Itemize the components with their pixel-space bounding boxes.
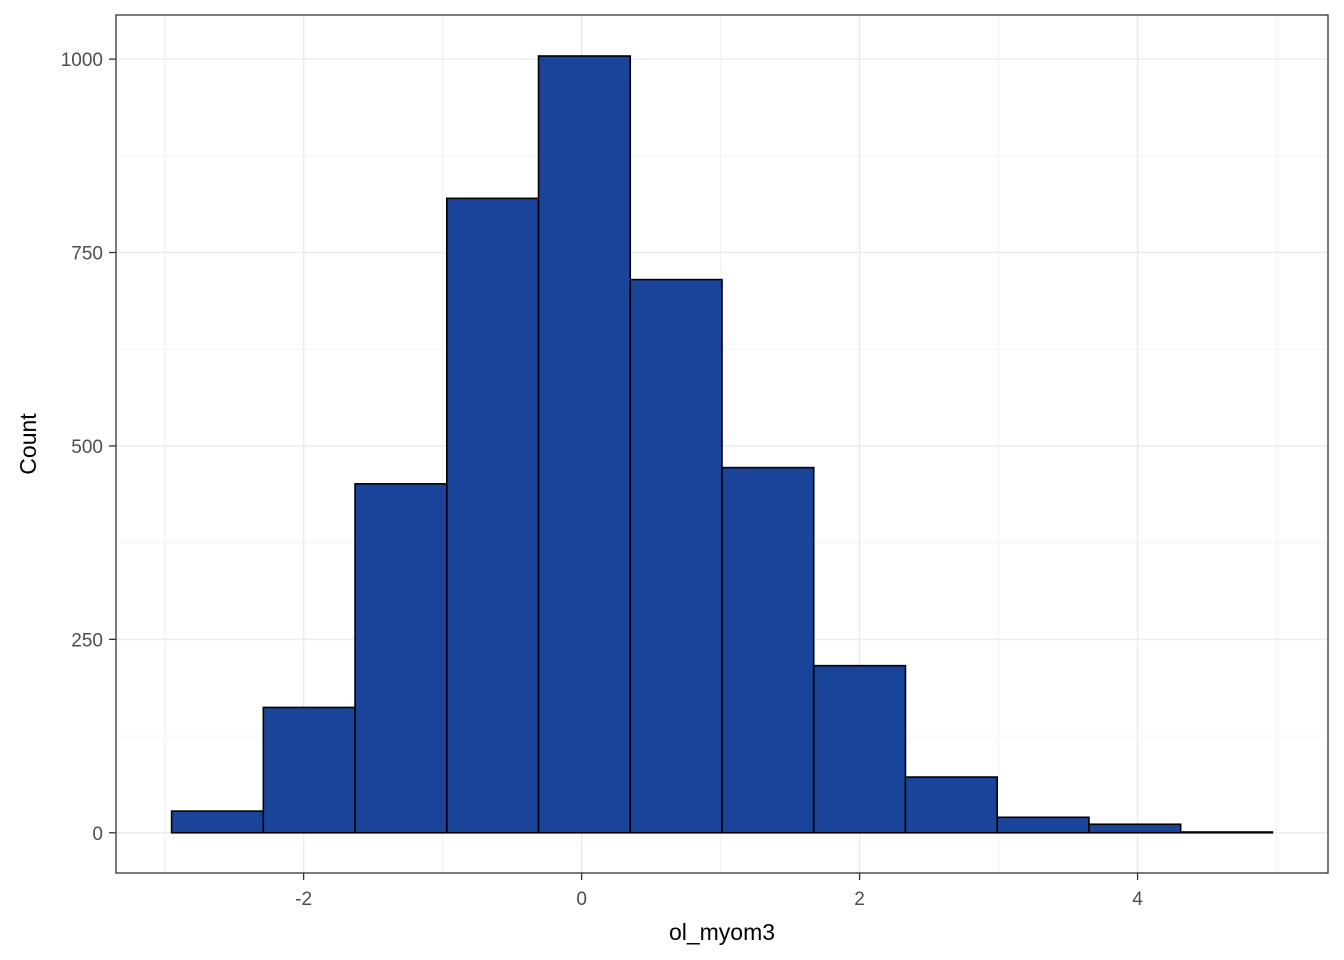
panel-border — [115, 14, 1329, 874]
x-tick-label: 4 — [1132, 889, 1143, 910]
histogram-bar — [170, 810, 265, 834]
y-tick-label: 500 — [71, 437, 103, 458]
histogram-bar — [904, 776, 999, 834]
histogram-bar — [1088, 823, 1182, 834]
x-tick-label: 2 — [854, 889, 865, 910]
x-axis: -2 0 2 4 — [295, 873, 1143, 910]
y-tick-label: 750 — [71, 244, 103, 265]
y-axis: 0 250 500 750 1000 — [61, 50, 116, 845]
y-tick-label: 250 — [71, 630, 103, 651]
x-tick-label: -2 — [295, 889, 312, 910]
x-tick-label: 0 — [576, 889, 587, 910]
y-tick-label: 0 — [92, 824, 103, 845]
histogram-bar — [1179, 831, 1274, 834]
histogram-bar — [262, 706, 356, 834]
histogram-bar — [996, 816, 1090, 834]
histogram-bar — [629, 278, 723, 834]
x-axis-title: ol_myom3 — [669, 919, 775, 945]
y-axis-title: Count — [15, 413, 41, 475]
histogram-bar — [354, 483, 448, 834]
y-tick-label: 1000 — [61, 50, 103, 71]
histogram-bar — [812, 664, 907, 834]
histogram-bar — [537, 55, 632, 834]
histogram-bars — [170, 55, 1274, 834]
histogram-bar — [445, 197, 540, 834]
histogram-bar — [721, 466, 815, 834]
